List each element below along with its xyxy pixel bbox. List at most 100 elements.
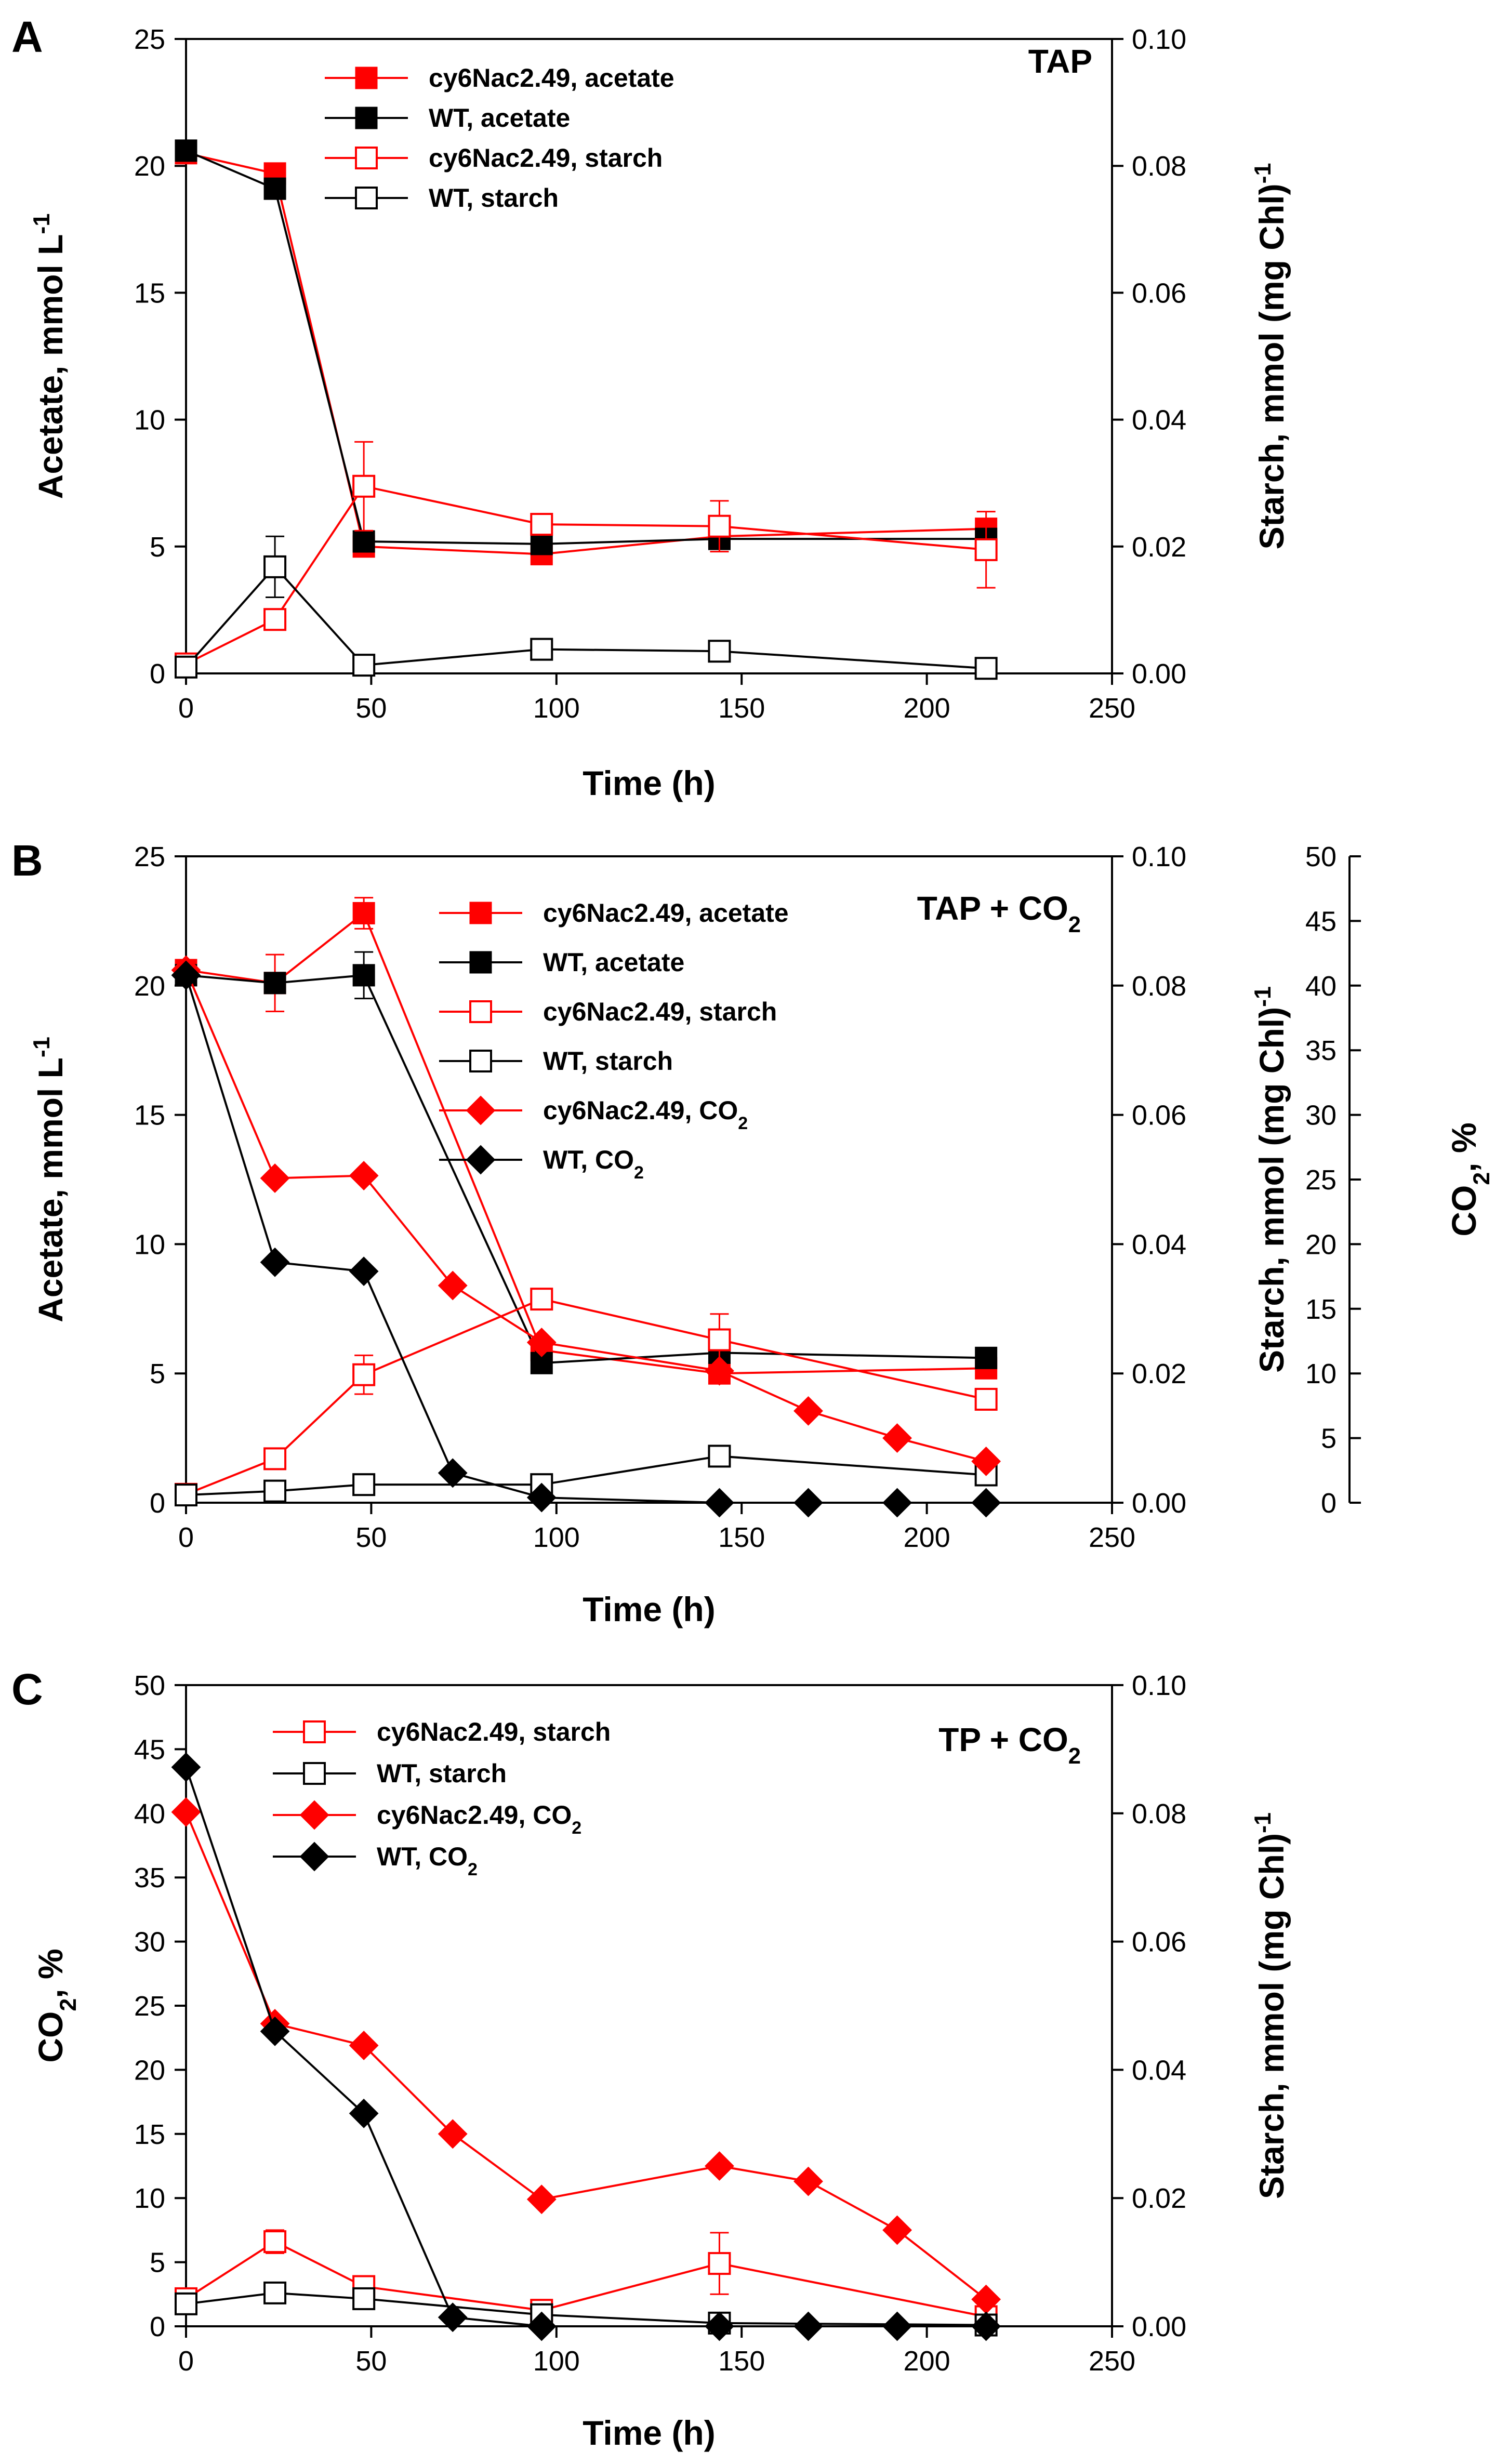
panel-b-legend-item-1: WT, acetate (439, 948, 684, 977)
panel-b-legend-label-part-0: WT, starch (543, 1046, 673, 1076)
panel-b-series-4-point (260, 1163, 290, 1193)
panel-a-legend-marker (355, 147, 378, 169)
panel-b-right-tick-label: 0.10 (1132, 841, 1186, 872)
panel-b-legend-label-part-0: cy6Nac2.49, CO (543, 1096, 738, 1125)
panel-c-series-2-point (526, 2184, 557, 2215)
panel-c-legend-label-part-0: cy6Nac2.49, starch (377, 1717, 611, 1746)
panel-c-legend-marker (299, 1842, 329, 1872)
panel-b-x-tick-label: 150 (718, 1522, 765, 1553)
panel-c-series-0-line (185, 2240, 987, 2318)
panel-a-legend-label-part-0: WT, acetate (429, 103, 570, 133)
panel-a-left-tick-label: 15 (134, 277, 165, 309)
panel-c-x-tick-label: 50 (355, 2346, 387, 2377)
panel-c-left-tick-label: 5 (150, 2247, 165, 2278)
panel-a-condition-label: TAP (1028, 43, 1092, 80)
panel-c-series-2 (171, 1797, 1001, 2314)
panel-c-legend-item-2: cy6Nac2.49, CO2 (273, 1800, 581, 1838)
panel-b-legend-item-0: cy6Nac2.49, acetate (439, 898, 789, 928)
panel-c-legend-marker (303, 1720, 326, 1743)
panel-b-series-0-point (352, 902, 375, 924)
panel-b-right-axis-title-part-0: Starch, mmol (mg Chl) (1252, 1007, 1291, 1373)
panel-a-left-axis-title-part-0: Acetate, mmol L (31, 234, 70, 499)
panel-a-right-tick-label: 0.08 (1132, 151, 1186, 182)
panel-c-left-tick-label: 10 (134, 2183, 165, 2214)
panel-b-series-4-point (971, 1446, 1001, 1476)
panel-b-left-axis-title-part-0: Acetate, mmol L (31, 1057, 70, 1322)
panel-c-right-tick-label: 0.02 (1132, 2183, 1186, 2214)
panel-b-legend-item-4: cy6Nac2.49, CO2 (439, 1095, 748, 1133)
panel-b-series-4-line (185, 970, 987, 1463)
panel-c-right-axis-title-part-1: -1 (1249, 1812, 1276, 1833)
panel-b-right2-tick-label: 50 (1305, 841, 1337, 872)
panel-c: 0 50 100 150 200 250 0 5 10 15 20 25 30 35 40 45 50 0.00 0… (11, 1665, 1291, 2452)
panel-c-legend-label-part-0: WT, starch (377, 1759, 507, 1788)
panel-b-left-tick-label: 10 (134, 1229, 165, 1260)
panel-c-series-3-point (882, 2311, 912, 2341)
panel-b-series-3-point (175, 1483, 197, 1507)
panel-c-series-1-point (175, 2292, 197, 2315)
panel-a-legend-label: cy6Nac2.49, starch (429, 143, 663, 173)
panel-b-series-3-line (186, 1455, 986, 1496)
panel-b-legend-item-5: WT, CO2 (439, 1145, 644, 1183)
panel-b-right-tick-label: 0.00 (1132, 1488, 1186, 1519)
panel-b-legend-label-part-0: cy6Nac2.49, starch (543, 997, 777, 1026)
panel-b-x-tick-label: 0 (178, 1522, 194, 1553)
panel-c-left-tick-label: 25 (134, 1991, 165, 2022)
panel-c-condition-label-part-1: 2 (1068, 1744, 1081, 1769)
panel-b-series-1-point (975, 1346, 998, 1369)
panel-c-left-axis-title: CO2, % (31, 1949, 81, 2062)
panel-c-right-tick-label: 0.04 (1132, 2055, 1186, 2086)
panel-c-legend-item-3: WT, CO2 (273, 1842, 478, 1879)
panel-a-legend-item-3: WT, starch (325, 183, 559, 213)
panel-a-series-2-point (530, 513, 553, 536)
panel-a-series-3-point (263, 555, 287, 578)
panel-c-condition-label-part-0: TP + CO (938, 1721, 1068, 1758)
panel-b-legend-label-part-0: cy6Nac2.49, acetate (543, 898, 789, 928)
panel-b-series-0-line (186, 911, 986, 1375)
panel-a: 0 50 100 150 200 250 0 5 10 15 20 25 0.00 0.02 0.04 0.0… (11, 12, 1291, 802)
panel-c-left-tick-label: 15 (134, 2119, 165, 2150)
panel-b-legend-marker (469, 902, 492, 924)
panel-a-series-2-point (708, 514, 731, 538)
panel-b-right-tick-label: 0.08 (1132, 971, 1186, 1002)
panel-b-legend-marker (469, 951, 492, 974)
panel-b-left-tick-label: 15 (134, 1100, 165, 1131)
panel-c-series-3-point (971, 2311, 1001, 2341)
panel-c-left-axis-title-part-2: , % (31, 1949, 70, 1998)
panel-b-right2-tick-label: 45 (1305, 906, 1337, 937)
panel-b-series-4-point (438, 1270, 468, 1301)
panel-c-right-axis-title-part-0: Starch, mmol (mg Chl) (1252, 1833, 1291, 2199)
panel-a-series-2-point (263, 608, 287, 631)
panel-c-x-tick-label: 200 (904, 2346, 950, 2377)
panel-b-series-5-point (705, 1488, 734, 1518)
panel-a-right-axis-title: Starch, mmol (mg Chl)-1 (1249, 163, 1291, 550)
panel-c-legend-label-part-1: 2 (572, 1818, 581, 1838)
panel-c-right-tick-label: 0.00 (1132, 2311, 1186, 2342)
panel-a-letter: A (11, 12, 43, 61)
panel-b-legend-label: WT, CO2 (543, 1145, 644, 1183)
panel-b-legend-marker (469, 1000, 492, 1023)
panel-c-left-tick-label: 50 (134, 1670, 165, 1701)
panel-a-left-tick-label: 10 (134, 405, 165, 436)
panel-c-left-tick-label: 35 (134, 1862, 165, 1893)
panel-c-legend-marker (299, 1800, 329, 1830)
panel-c-left-tick-label: 30 (134, 1927, 165, 1958)
panel-b-series-4-point (349, 1161, 379, 1190)
panel-a-right-axis-title-part-1: -1 (1249, 163, 1276, 184)
panel-c-series-0 (175, 2229, 998, 2328)
panel-a-right-axis-title-part-0: Starch, mmol (mg Chl) (1252, 183, 1291, 549)
panel-b-series-4-point (882, 1423, 912, 1453)
panel-b-legend-item-2: cy6Nac2.49, starch (439, 997, 777, 1026)
panel-b-right-axis-title-part-1: -1 (1249, 986, 1276, 1007)
panel-b-right2-tick-label: 40 (1305, 971, 1337, 1002)
panel-b-right-tick-label: 0.02 (1132, 1358, 1186, 1389)
panel-b-right2-tick-label: 35 (1305, 1035, 1337, 1066)
panel-b-legend-label-part-0: WT, CO (543, 1145, 634, 1174)
panel-a-series-3-point (974, 657, 998, 680)
panel-a-legend-item-2: cy6Nac2.49, starch (325, 143, 663, 173)
panel-b-x-axis-title: Time (h) (583, 1590, 715, 1628)
panel-c-left-tick-label: 40 (134, 1798, 165, 1830)
panel-a-series-2 (175, 441, 998, 675)
panel-b-series-3-point (352, 1473, 376, 1496)
